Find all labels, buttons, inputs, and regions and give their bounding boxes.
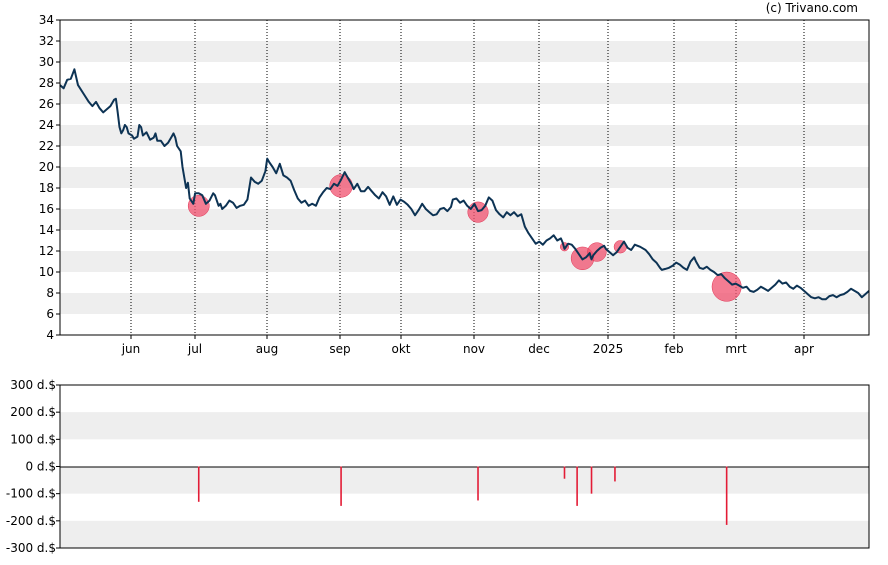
copyright-label: (c) Trivano.com <box>765 1 858 15</box>
x-tick-label: nov <box>463 342 485 356</box>
price-band <box>60 83 869 104</box>
volume-chart-bars <box>197 466 728 525</box>
volume-chart-bands <box>60 412 869 548</box>
price-chart-markers <box>187 174 742 302</box>
y-tick-label: 12 <box>39 244 54 258</box>
y-tick-label: 4 <box>46 328 54 342</box>
volume-y-tick-label: -300 d.$ <box>6 541 56 555</box>
price-band <box>60 251 869 272</box>
trade-marker <box>187 195 210 217</box>
y-tick-label: 16 <box>39 202 54 216</box>
x-tick-label: feb <box>664 342 683 356</box>
trade-marker <box>711 271 742 302</box>
volume-chart-y-axis: 300 d.$ 200 d.$ 100 d.$ 0 d.$ -100 d.$ -200 d… <box>6 378 60 555</box>
price-chart-bands <box>60 41 869 314</box>
volume-y-tick-label: 0 d.$ <box>25 460 56 474</box>
x-tick-label: okt <box>392 342 411 356</box>
price-band <box>60 209 869 230</box>
y-tick-label: 8 <box>46 286 54 300</box>
volume-y-tick-label: 100 d.$ <box>10 432 56 446</box>
price-chart-line-group <box>59 68 870 301</box>
y-tick-label: 34 <box>39 13 54 27</box>
y-tick-label: 14 <box>39 223 54 237</box>
volume-band <box>60 466 869 494</box>
x-tick-label: apr <box>794 342 814 356</box>
x-tick-label: 2025 <box>593 342 624 356</box>
x-tick-label: dec <box>528 342 550 356</box>
x-tick-label: jul <box>187 342 202 356</box>
x-tick-label: mrt <box>725 342 747 356</box>
y-tick-label: 26 <box>39 97 54 111</box>
volume-chart-frame <box>59 384 870 549</box>
y-tick-label: 6 <box>46 307 54 321</box>
y-tick-label: 20 <box>39 160 54 174</box>
price-band <box>60 167 869 188</box>
price-band <box>60 125 869 146</box>
x-tick-label: jun <box>121 342 141 356</box>
volume-y-tick-label: -100 d.$ <box>6 487 56 501</box>
volume-band <box>60 412 869 440</box>
price-band <box>60 293 869 314</box>
y-tick-label: 30 <box>39 55 54 69</box>
volume-y-tick-label: -200 d.$ <box>6 514 56 528</box>
y-tick-label: 28 <box>39 76 54 90</box>
volume-y-tick-label: 200 d.$ <box>10 405 56 419</box>
x-tick-label: sep <box>329 342 350 356</box>
price-chart-frame <box>59 19 870 336</box>
price-band <box>60 41 869 62</box>
price-chart-y-axis: 4 6 8 10 12 14 16 18 20 22 24 26 28 30 32 34 <box>39 13 60 342</box>
volume-band <box>60 520 869 548</box>
y-tick-label: 10 <box>39 265 54 279</box>
y-tick-label: 24 <box>39 118 54 132</box>
y-tick-label: 18 <box>39 181 54 195</box>
x-tick-label: aug <box>256 342 279 356</box>
price-line <box>59 68 870 301</box>
y-tick-label: 32 <box>39 34 54 48</box>
y-tick-label: 22 <box>39 139 54 153</box>
price-chart-x-axis: jun jul aug sep okt nov dec 2025 feb mrt apr <box>121 335 814 356</box>
volume-y-tick-label: 300 d.$ <box>10 378 56 392</box>
